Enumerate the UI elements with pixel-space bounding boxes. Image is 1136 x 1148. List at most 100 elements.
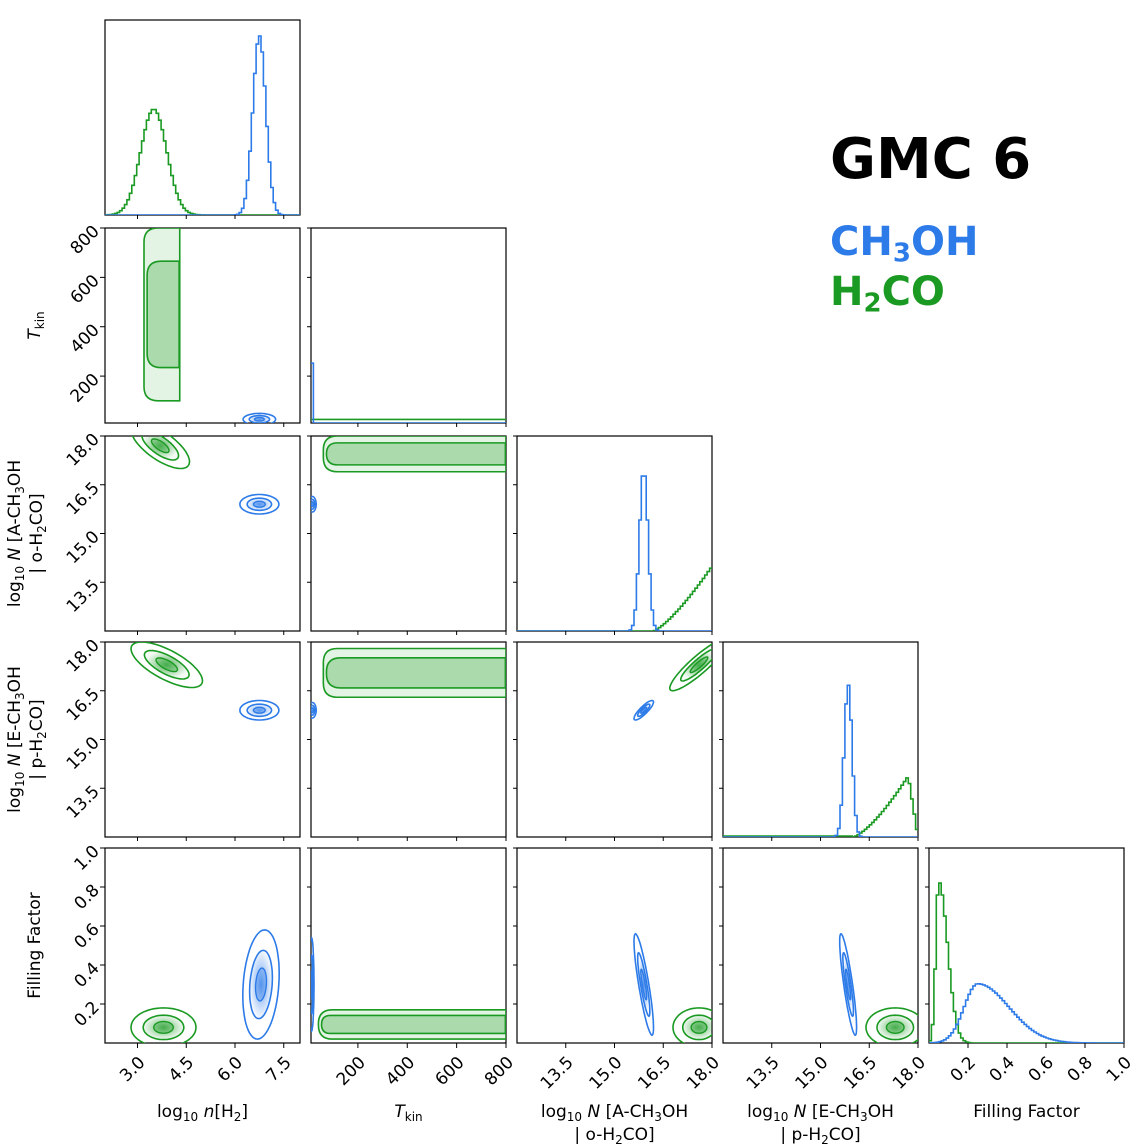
y-tick-label-ff-0: 0.2 xyxy=(70,998,103,1031)
x-axis-label-logNA-part: N xyxy=(587,1102,600,1122)
histogram-ff-ch3oh xyxy=(929,983,1124,1043)
y-axis-label-logNE-part: 10 xyxy=(13,772,27,787)
x-tick-label-ff-1: 0.4 xyxy=(986,1053,1019,1086)
contour-inner-ch3oh-tkin-logNA xyxy=(311,501,315,508)
contour-outer-ch3oh-logn-logNA xyxy=(239,493,280,515)
y-tick-label-logNA-2: 16.5 xyxy=(63,478,104,519)
x-tick-label-logNE-0: 13.5 xyxy=(743,1053,784,1094)
x-tick-label-logNE-2: 16.5 xyxy=(840,1053,881,1094)
contour-inner-h2co-logn-logNA xyxy=(150,438,170,454)
panel-frame-logn-tkin xyxy=(104,227,301,424)
contour-outer-h2co-tkin-logNE xyxy=(322,647,506,699)
contour-outer-h2co-logn-logNA xyxy=(131,436,191,470)
panel-frame-logn-logNE xyxy=(104,641,301,838)
x-axis-label-logNA-part: [A-CH xyxy=(600,1102,654,1122)
contour-outer-h2co-logNA-logNE xyxy=(669,643,712,692)
y-axis-label-tkin-part: kin xyxy=(33,311,47,329)
contour-outer-ch3oh-tkin-logNE xyxy=(311,701,317,719)
panel-frame-logn-logNA xyxy=(104,435,301,632)
legend-ch3oh-text: CH xyxy=(830,219,893,265)
y-axis-label2-logNE: | p-H2CO] xyxy=(27,699,49,779)
x-axis-label2-logNA-part: CO] xyxy=(623,1125,655,1145)
contour-mid-h2co-logn-ff xyxy=(142,1014,185,1041)
y-axis-label2-logNA-part: | o-H xyxy=(27,533,47,574)
contour-inner-ch3oh-logNE-ff xyxy=(844,968,852,1001)
y-tick-label-logNE-3: 18.0 xyxy=(63,636,104,677)
x-axis-label-ff-part: Filling Factor xyxy=(973,1102,1079,1122)
panel-frame-logNA-logNE xyxy=(516,641,713,838)
x-axis-label2-logNA: | o-H2CO] xyxy=(574,1125,654,1147)
x-tick-label-ff-0: 0.2 xyxy=(947,1053,980,1086)
contour-inner-ch3oh-logn-tkin xyxy=(253,416,266,422)
x-axis-label-tkin: Tkin xyxy=(394,1102,422,1124)
contour-inner-ch3oh-logn-logNA xyxy=(252,500,266,508)
contour-outer-ch3oh-tkin-ff xyxy=(311,936,315,1033)
contour-inner-ch3oh-tkin-ff xyxy=(311,969,313,1000)
y-axis-label-logNE-part: OH xyxy=(5,666,25,692)
y-tick-label-ff-4: 1.0 xyxy=(70,842,103,875)
x-tick-label-logn-0: 3.0 xyxy=(116,1053,149,1086)
y-tick-label-logNE-1: 15.0 xyxy=(63,733,104,774)
y-axis-label-ff: Filling Factor xyxy=(25,892,45,998)
x-tick-label-tkin-3: 800 xyxy=(481,1053,518,1090)
contour-inner-h2co-tkin-logNA xyxy=(325,442,506,466)
y-tick-label-logNA-1: 15.0 xyxy=(63,527,104,568)
y-tick-label-tkin-0: 200 xyxy=(67,370,104,407)
x-axis-label-logn: log10 n[H2] xyxy=(157,1102,248,1124)
legend-entry-ch3oh: CH3OH xyxy=(830,222,978,267)
y-tick-label-ff-2: 0.6 xyxy=(70,920,103,953)
x-tick-label-tkin-2: 600 xyxy=(431,1053,468,1090)
y-tick-label-tkin-1: 400 xyxy=(67,320,104,357)
x-tick-label-logNE-3: 18.0 xyxy=(889,1053,930,1094)
x-axis-label2-logNE-part: CO] xyxy=(829,1125,861,1145)
contour-outer-ch3oh-logNA-logNE xyxy=(633,699,655,721)
contour-outer-ch3oh-logn-logNE xyxy=(239,699,280,721)
contour-outer-h2co-logn-tkin xyxy=(143,228,181,402)
x-axis-label-logNA-part: 10 xyxy=(567,1110,582,1124)
y-axis-label-ff-part: Filling Factor xyxy=(25,892,45,998)
panel-frame-ff-ff xyxy=(928,847,1125,1044)
x-axis-label-logNE-part: N xyxy=(794,1102,807,1122)
x-axis-label-logn-part: log xyxy=(157,1102,183,1122)
contour-outer-h2co-tkin-ff xyxy=(317,1009,506,1040)
x-tick-label-logn-3: 7.5 xyxy=(262,1053,295,1086)
contour-outer-ch3oh-logNA-ff xyxy=(633,932,655,1037)
contour-inner-ch3oh-logn-ff xyxy=(254,967,268,1002)
panel-frame-logn-ff xyxy=(104,847,301,1044)
y-axis-label2-logNA: | o-H2CO] xyxy=(27,493,49,573)
contour-mid-ch3oh-logn-tkin xyxy=(248,414,271,423)
histogram-logNE-h2co xyxy=(723,777,918,837)
y-axis-label-logNE-part: N xyxy=(5,753,25,766)
x-tick-label-logNA-2: 16.5 xyxy=(634,1053,675,1094)
contour-inner-h2co-logn-ff xyxy=(153,1020,175,1035)
y-tick-label-logNA-0: 13.5 xyxy=(63,576,104,617)
histogram-tkin-ch3oh xyxy=(311,362,506,423)
contour-inner-ch3oh-tkin-logNE xyxy=(311,707,315,714)
y-axis-label-logNA-part: N xyxy=(5,548,25,561)
x-axis-label-logNA: log10 N [A-CH3OH xyxy=(541,1102,688,1124)
x-axis-label-logNE-part: 3 xyxy=(860,1110,868,1124)
x-axis-label-logNE-part: log xyxy=(747,1102,773,1122)
x-axis-label-tkin-part: kin xyxy=(405,1110,423,1124)
y-tick-label-logNE-0: 13.5 xyxy=(63,782,104,823)
panel-frame-logNE-ff xyxy=(722,847,919,1044)
y-axis-label-tkin-part: T xyxy=(25,328,45,340)
x-tick-label-ff-3: 0.8 xyxy=(1064,1053,1097,1086)
contour-inner-ch3oh-logNA-logNE xyxy=(640,706,648,714)
contour-outer-h2co-logNA-ff xyxy=(672,1007,712,1043)
panel-frame-logNA-ff xyxy=(516,847,713,1044)
x-axis-label2-logNA-part: | o-H xyxy=(574,1125,615,1145)
contour-mid-h2co-logNA-ff xyxy=(682,1014,712,1041)
y-axis-label-logNE-part: 3 xyxy=(13,692,27,700)
x-axis-label-ff: Filling Factor xyxy=(973,1102,1079,1122)
legend-entry-h2co: H2CO xyxy=(830,272,945,317)
x-axis-label2-logNE-part: 2 xyxy=(821,1133,829,1147)
contour-inner-h2co-logn-logNE xyxy=(155,657,179,673)
histogram-logNA-ch3oh xyxy=(517,475,712,631)
y-axis-label2-logNA-part: 2 xyxy=(35,525,49,533)
x-tick-label-tkin-0: 200 xyxy=(333,1053,370,1090)
contour-mid-ch3oh-logn-ff xyxy=(248,949,274,1020)
legend-h2co-tail: CO xyxy=(881,269,945,315)
y-tick-label-tkin-2: 600 xyxy=(67,271,104,308)
